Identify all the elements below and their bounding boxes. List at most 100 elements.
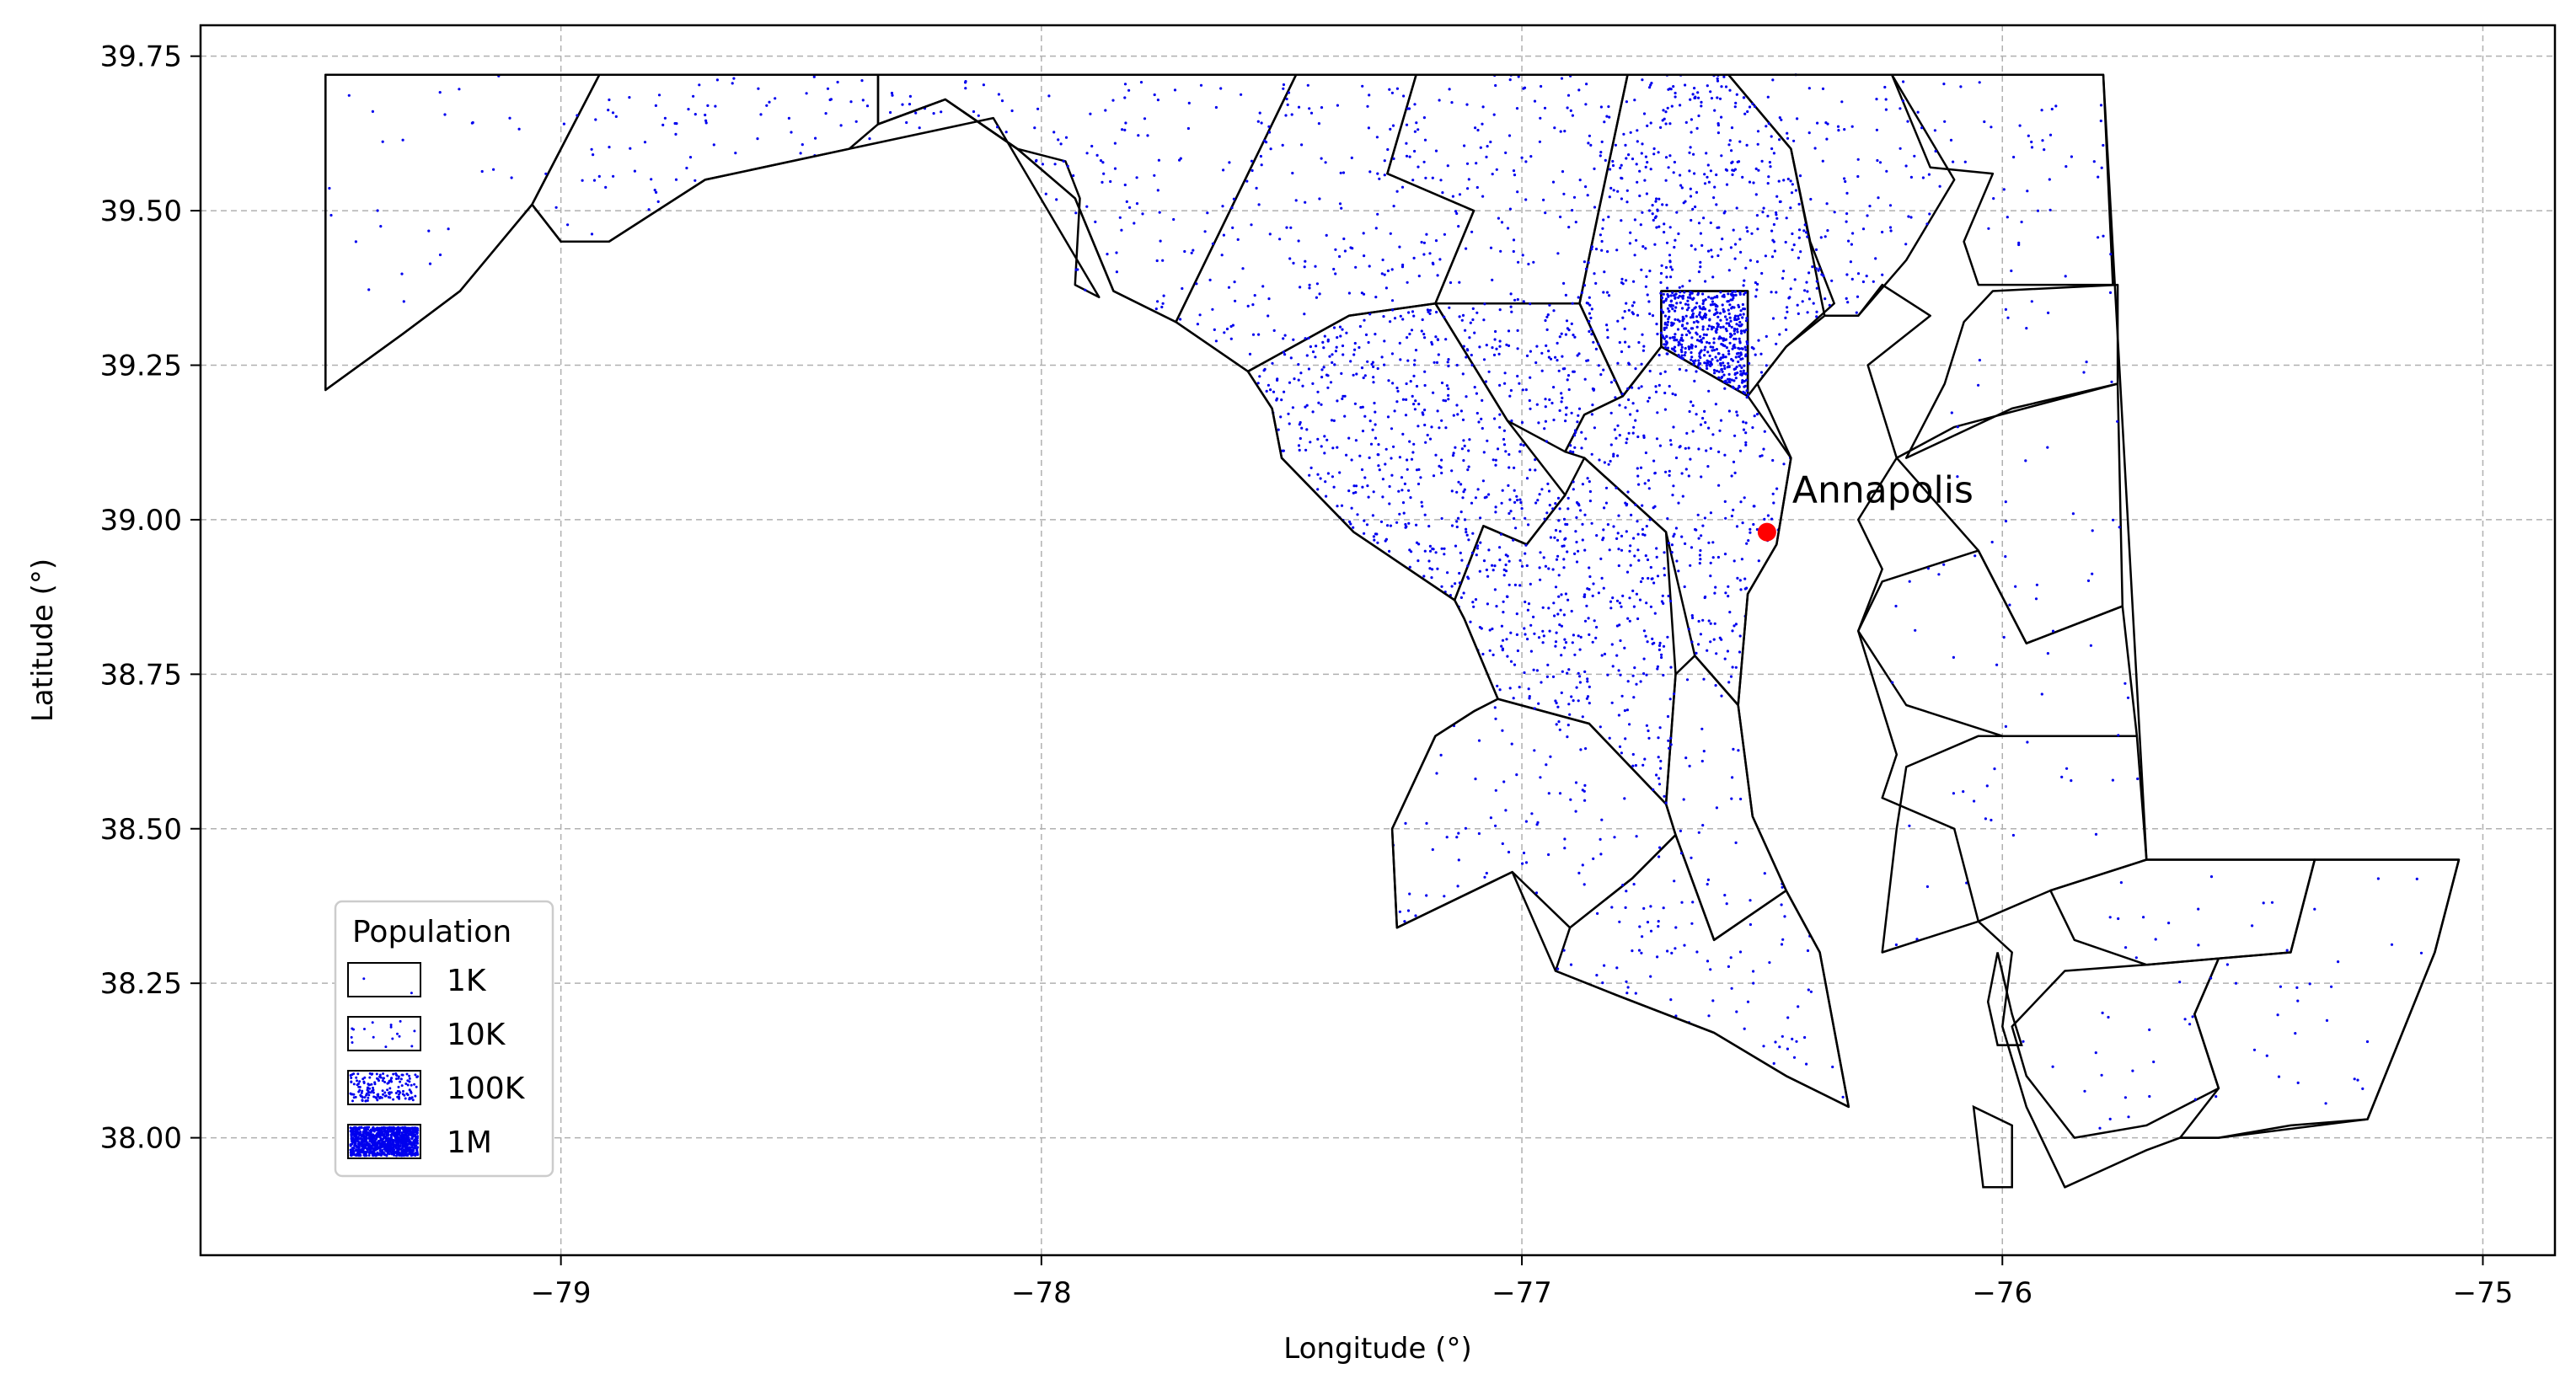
population-dot <box>1512 169 1516 173</box>
population-dot <box>1727 365 1731 368</box>
population-dot <box>1632 280 1636 283</box>
population-dot <box>1815 286 1818 290</box>
population-dot <box>1733 346 1737 350</box>
legend-dot <box>366 1099 369 1102</box>
legend-dot <box>410 1090 412 1093</box>
population-dot <box>1702 333 1706 336</box>
population-dot <box>1739 373 1743 377</box>
population-dot <box>1683 585 1686 589</box>
population-dot <box>1203 230 1207 233</box>
population-dot <box>1707 619 1711 623</box>
population-dot <box>688 156 693 159</box>
population-dot <box>1670 104 1674 108</box>
population-dot <box>1554 644 1557 648</box>
population-dot <box>1579 748 1583 751</box>
population-dot <box>1380 356 1384 359</box>
population-dot <box>1476 544 1480 548</box>
population-dot <box>1690 131 1693 134</box>
population-dot <box>1509 305 1513 308</box>
legend-dot <box>357 1083 360 1085</box>
population-dot <box>1561 355 1564 358</box>
population-dot <box>1682 317 1685 320</box>
population-dot <box>2041 139 2044 142</box>
population-dot <box>1533 99 1537 103</box>
population-dot <box>1662 601 1665 606</box>
legend-swatch <box>347 962 421 997</box>
population-dot <box>1638 194 1641 198</box>
population-dot <box>1769 165 1772 168</box>
population-dot <box>1786 177 1790 181</box>
population-dot <box>1684 542 1687 546</box>
population-dot <box>1343 414 1347 418</box>
population-dot <box>1267 125 1271 128</box>
population-dot <box>1632 605 1636 608</box>
population-dot <box>1684 314 1688 318</box>
population-dot <box>1577 634 1580 638</box>
population-dot <box>1544 398 1547 401</box>
population-dot <box>1844 179 1847 184</box>
population-dot <box>1689 146 1692 149</box>
population-dot <box>1283 334 1287 337</box>
population-dot <box>1498 345 1502 348</box>
population-dot <box>1639 223 1642 227</box>
population-dot <box>1716 315 1720 318</box>
population-dot <box>1727 308 1730 312</box>
population-dot <box>1605 323 1609 327</box>
population-dot <box>1367 126 1370 130</box>
population-dot <box>1836 125 1840 128</box>
population-dot <box>1381 258 1384 262</box>
population-dot <box>1485 568 1488 572</box>
legend-dot <box>400 1140 404 1143</box>
population-dot <box>1708 341 1711 345</box>
population-dot <box>1506 595 1509 599</box>
population-dot <box>2071 512 2075 516</box>
population-dot <box>1567 226 1571 229</box>
population-dot <box>1606 336 1609 339</box>
population-dot <box>1698 339 1701 343</box>
population-dot <box>1514 527 1518 530</box>
population-dot <box>1662 906 1665 910</box>
population-dot <box>1572 699 1575 703</box>
population-dot <box>1529 155 1533 158</box>
population-dot <box>1742 307 1745 311</box>
population-dot <box>1697 831 1700 834</box>
population-dot <box>1610 643 1614 646</box>
population-dot <box>1501 639 1505 642</box>
population-dot <box>1833 211 1836 214</box>
population-dot <box>1299 286 1302 289</box>
population-dot <box>1509 292 1513 296</box>
population-dot <box>1372 376 1375 379</box>
population-dot <box>1485 871 1488 875</box>
legend-dot <box>356 1079 359 1083</box>
population-dot <box>1669 666 1673 669</box>
population-dot <box>1743 279 1746 282</box>
legend-dot <box>398 1154 401 1157</box>
population-dot <box>1268 131 1272 134</box>
population-dot <box>1624 501 1627 505</box>
population-dot <box>1651 212 1654 216</box>
population-dot <box>1856 295 1860 298</box>
population-dot <box>1349 522 1352 526</box>
population-dot <box>1181 286 1184 291</box>
population-dot <box>1724 356 1727 359</box>
population-dot <box>1876 158 1879 163</box>
legend-dot <box>368 1139 372 1142</box>
population-dot <box>1405 142 1408 145</box>
legend-dot <box>381 1150 384 1153</box>
population-dot <box>1744 431 1748 435</box>
population-dot <box>1461 496 1465 500</box>
population-dot <box>508 116 511 120</box>
legend-dot <box>389 1144 393 1147</box>
population-dot <box>1816 121 1819 125</box>
population-dot <box>1616 532 1620 535</box>
population-dot <box>1545 675 1549 679</box>
population-dot <box>1655 226 1658 229</box>
population-dot <box>1300 426 1304 430</box>
legend-dot <box>378 1097 382 1100</box>
population-dot <box>1901 99 1904 103</box>
legend-dot <box>406 1083 410 1087</box>
population-dot <box>1743 496 1746 500</box>
population-dot <box>1608 195 1611 199</box>
population-dot <box>1560 400 1563 404</box>
population-dot <box>1153 174 1156 177</box>
